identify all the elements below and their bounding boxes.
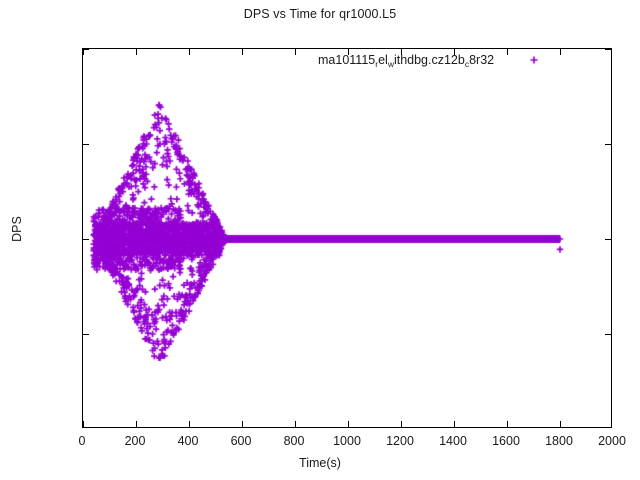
- scatter-plot-canvas: [83, 49, 611, 427]
- x-tick-label-200: 200: [124, 434, 146, 448]
- x-tick-label-2000: 2000: [598, 434, 626, 448]
- x-tick-1000: [347, 421, 349, 427]
- x-tick-1200: [400, 421, 402, 427]
- x-tick-200: [135, 49, 137, 55]
- y-axis-label: DPS: [10, 216, 24, 242]
- x-tick-label-1800: 1800: [545, 434, 573, 448]
- x-tick-label-600: 600: [230, 434, 252, 448]
- chart-title: DPS vs Time for qr1000.L5: [243, 7, 397, 21]
- y-tick-1000: [605, 238, 611, 240]
- x-tick-label-400: 400: [177, 434, 199, 448]
- legend-plus-icon: [510, 53, 559, 67]
- x-tick-1800: [559, 49, 561, 55]
- x-tick-1400: [453, 49, 455, 55]
- x-tick-1600: [506, 421, 508, 427]
- x-tick-label-1600: 1600: [492, 434, 520, 448]
- x-tick-1600: [506, 49, 508, 55]
- x-axis-label: Time(s): [299, 456, 341, 470]
- y-tick-1500: [83, 143, 89, 145]
- y-tick-500: [83, 333, 89, 335]
- legend-marker-sample: [510, 53, 559, 67]
- legend-entry-label: ma101115relwithdbg.cz12bc8r32: [318, 53, 495, 69]
- x-tick-1200: [400, 49, 402, 55]
- x-tick-0: [83, 49, 84, 55]
- legend: ma101115relwithdbg.cz12bc8r32: [318, 50, 559, 70]
- x-tick-1800: [559, 421, 561, 427]
- x-tick-600: [241, 49, 243, 55]
- y-tick-500: [605, 333, 611, 335]
- y-tick-2000: [605, 49, 611, 50]
- x-tick-400: [188, 421, 190, 427]
- x-tick-600: [241, 421, 243, 427]
- x-tick-label-1200: 1200: [386, 434, 414, 448]
- x-tick-label-1000: 1000: [333, 434, 361, 448]
- x-tick-0: [83, 421, 84, 427]
- y-tick-2000: [83, 49, 89, 50]
- y-tick-1500: [605, 143, 611, 145]
- x-tick-400: [188, 49, 190, 55]
- x-tick-1000: [347, 49, 349, 55]
- y-tick-1000: [83, 238, 89, 240]
- x-tick-800: [294, 49, 296, 55]
- x-tick-label-1400: 1400: [439, 434, 467, 448]
- plot-area: [82, 48, 612, 428]
- x-tick-label-800: 800: [283, 434, 305, 448]
- x-tick-1400: [453, 421, 455, 427]
- x-tick-800: [294, 421, 296, 427]
- x-tick-label-0: 0: [78, 434, 86, 448]
- x-tick-200: [135, 421, 137, 427]
